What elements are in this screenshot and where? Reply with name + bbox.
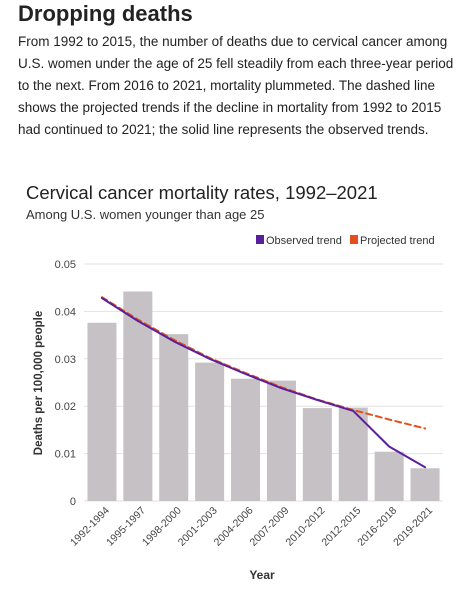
chart-subtitle: Among U.S. women younger than age 25 xyxy=(26,207,265,222)
legend: Observed trend Projected trend xyxy=(256,235,435,247)
bar xyxy=(159,334,189,501)
bar xyxy=(302,408,332,501)
y-axis-label: Deaths per 100,000 people xyxy=(33,311,45,455)
bar xyxy=(195,362,225,501)
bar xyxy=(87,322,117,501)
y-tick-label: 0.03 xyxy=(55,354,76,366)
bars xyxy=(87,291,440,501)
y-tick-label: 0.01 xyxy=(55,449,76,461)
y-tick-label: 0 xyxy=(70,496,76,508)
bar xyxy=(338,407,368,501)
bar xyxy=(231,378,261,501)
x-axis-label: Year xyxy=(249,568,275,582)
y-tick-label: 0.02 xyxy=(55,401,76,413)
bar xyxy=(410,468,440,501)
bar xyxy=(123,291,153,501)
observed-trend-line xyxy=(101,297,427,469)
bar xyxy=(266,380,296,501)
legend-swatch xyxy=(350,235,358,244)
article-heading: Dropping deaths xyxy=(18,1,193,26)
chart-title: Cervical cancer mortality rates, 1992–20… xyxy=(26,182,378,203)
trend-lines xyxy=(101,296,427,469)
article-intro: From 1992 to 2015, the number of deaths … xyxy=(18,34,454,137)
bar xyxy=(374,451,404,501)
x-tick-label: 2019-2021 xyxy=(391,505,435,549)
legend-label: Observed trend xyxy=(266,235,342,247)
y-tick-labels: 0 0.01 0.02 0.03 0.04 0.05 xyxy=(55,259,76,508)
x-tick-labels: 1992-19941995-19971998-20002001-20032004… xyxy=(68,505,435,549)
legend-label: Projected trend xyxy=(360,235,435,247)
y-tick-label: 0.04 xyxy=(55,306,76,318)
legend-swatch xyxy=(256,235,264,244)
y-tick-label: 0.05 xyxy=(55,259,76,271)
